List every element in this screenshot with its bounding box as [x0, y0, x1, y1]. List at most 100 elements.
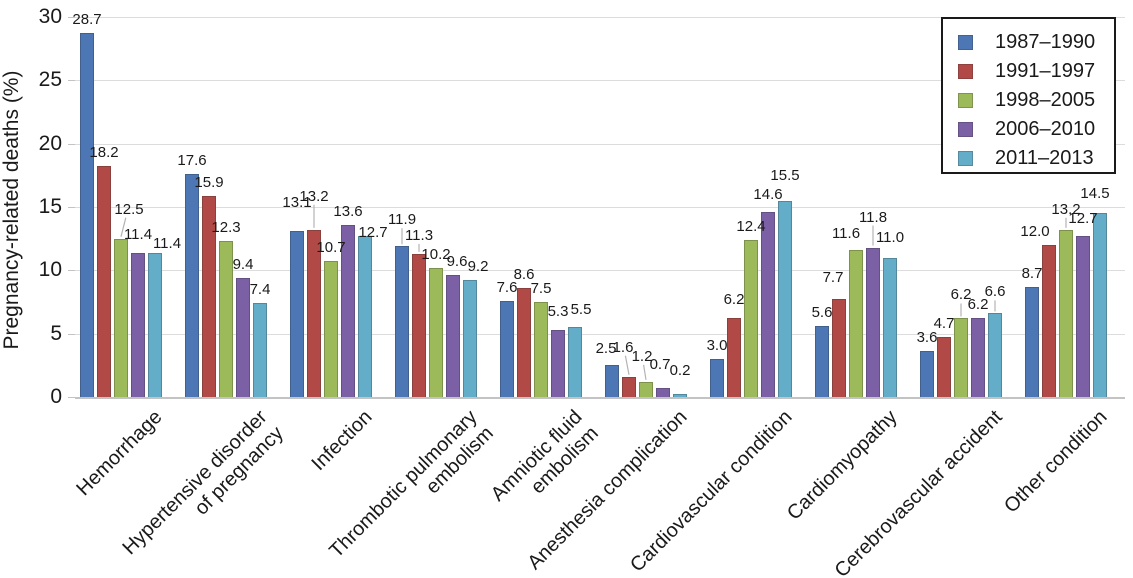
gridline — [75, 80, 1125, 82]
bar — [954, 318, 968, 397]
bar — [429, 267, 443, 397]
bar — [236, 277, 250, 397]
bar-value-label: 7.7 — [822, 269, 844, 287]
y-tick-mark — [68, 143, 75, 145]
bar — [97, 166, 111, 397]
plot-area — [75, 17, 1125, 399]
y-tick-label: 0 — [50, 385, 62, 408]
bar — [971, 318, 985, 397]
bar — [727, 318, 741, 397]
bar — [253, 303, 267, 397]
bar — [517, 288, 531, 397]
bar — [622, 376, 636, 397]
bar-value-label: 12.3 — [211, 219, 241, 237]
bar-value-label: 9.6 — [446, 253, 468, 271]
legend-item: 2006–2010 — [943, 115, 1114, 144]
x-axis-baseline — [75, 397, 1125, 399]
y-tick-mark — [68, 333, 75, 335]
legend-label: 1987–1990 — [995, 31, 1096, 53]
bar-value-label: 12.5 — [114, 200, 144, 218]
bar — [988, 313, 1002, 397]
bar-value-label: 5.5 — [570, 301, 592, 319]
bar — [866, 247, 880, 397]
bar-value-label: 5.3 — [547, 302, 569, 320]
bar-value-label: 0.7 — [649, 356, 671, 374]
bar-value-label: 3.6 — [916, 329, 938, 347]
bar — [463, 280, 477, 397]
bar-value-label: 15.9 — [194, 173, 224, 191]
bar-value-label: 14.6 — [753, 186, 783, 204]
bar-value-label: 8.7 — [1021, 264, 1043, 282]
bar — [815, 326, 829, 397]
bar-value-label: 11.4 — [123, 225, 153, 243]
gridline — [75, 17, 1125, 18]
bar — [358, 236, 372, 397]
bar — [883, 257, 897, 397]
bar — [1042, 245, 1056, 397]
bar-value-label: 15.5 — [770, 166, 800, 184]
legend-swatch — [958, 64, 973, 79]
y-tick-label: 25 — [38, 68, 62, 92]
bar — [568, 327, 582, 397]
bar — [395, 246, 409, 397]
bar-value-label: 1.2 — [631, 347, 653, 365]
bar-value-label: 12.7 — [1068, 210, 1098, 228]
bar — [131, 252, 145, 397]
bar — [446, 275, 460, 397]
bar-value-label: 14.5 — [1080, 185, 1110, 203]
bar — [324, 261, 338, 397]
bar — [202, 195, 216, 397]
bar — [551, 329, 565, 397]
y-tick-label: 5 — [50, 321, 62, 345]
bar — [219, 241, 233, 397]
bar — [656, 388, 670, 397]
bar — [1059, 229, 1073, 397]
y-tick-mark — [68, 270, 75, 272]
leader-line — [643, 364, 647, 380]
bar-value-label: 11.3 — [404, 226, 434, 244]
bar-value-label: 6.2 — [967, 296, 989, 314]
bar — [307, 229, 321, 397]
bar-value-label: 13.2 — [299, 187, 329, 205]
legend-item: 1991–1997 — [943, 57, 1114, 86]
bar — [920, 351, 934, 397]
bar-value-label: 1.6 — [612, 338, 634, 356]
bar — [80, 33, 94, 397]
bar — [849, 250, 863, 397]
bar-value-label: 11.8 — [858, 208, 888, 226]
bar-value-label: 11.4 — [152, 234, 182, 252]
leader-line — [120, 217, 127, 237]
bar-value-label: 28.7 — [72, 11, 102, 29]
bar-value-label: 13.1 — [282, 194, 312, 212]
bar-value-label: 9.2 — [467, 258, 489, 276]
gridline — [75, 333, 1125, 335]
bar-value-label: 7.6 — [496, 278, 518, 296]
bar — [778, 200, 792, 397]
legend-swatch — [958, 151, 973, 166]
legend-label: 2006–2010 — [995, 118, 1096, 140]
y-tick-mark — [68, 207, 75, 208]
bar-value-label: 11.6 — [831, 225, 861, 243]
gridline — [75, 143, 1125, 145]
bar — [832, 299, 846, 397]
legend-label: 2011–2013 — [995, 147, 1094, 169]
bar-value-label: 4.7 — [933, 315, 955, 333]
bar — [1093, 213, 1107, 397]
bar-value-label: 7.4 — [249, 281, 271, 299]
x-category-label: Other condition — [1000, 406, 1112, 518]
y-tick-mark — [68, 80, 75, 82]
bar-value-label: 18.2 — [89, 144, 119, 162]
bar — [673, 394, 687, 397]
bar-value-label: 2.5 — [595, 340, 617, 358]
bar-value-label: 6.2 — [950, 286, 972, 304]
y-tick-label: 15 — [38, 195, 62, 218]
legend-label: 1991–1997 — [995, 60, 1096, 82]
bar-value-label: 12.0 — [1020, 223, 1050, 240]
legend: 1987–1990 1991–1997 1998–2005 2006–2010 2011… — [941, 17, 1116, 174]
legend-item: 2011–2013 — [943, 144, 1114, 173]
bar — [290, 231, 304, 397]
y-tick-label: 20 — [38, 131, 62, 155]
bar — [937, 337, 951, 397]
y-tick-mark — [68, 397, 75, 398]
